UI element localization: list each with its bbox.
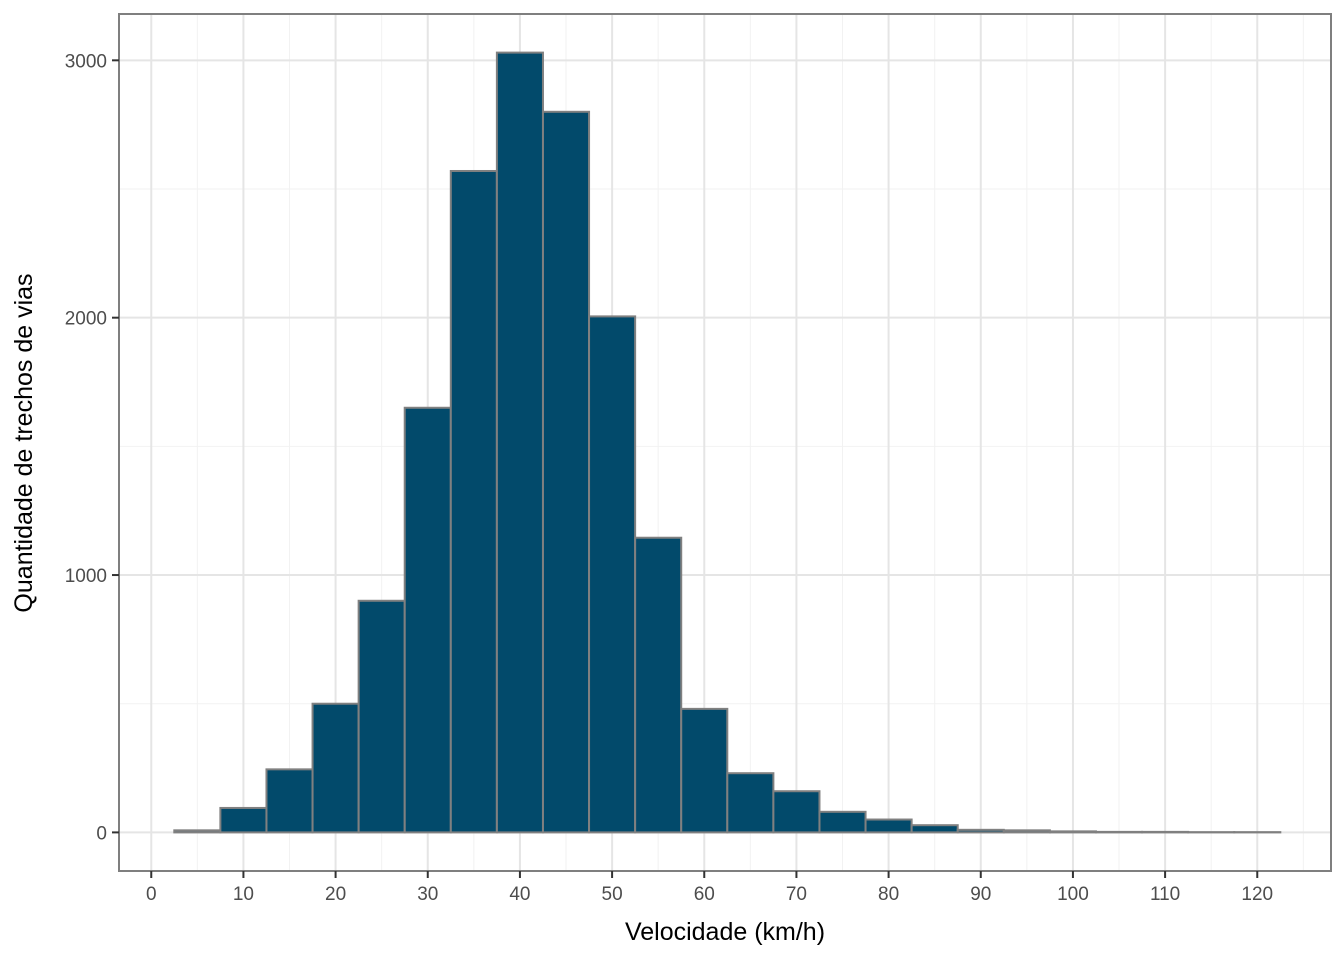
histogram-bar [866,820,912,833]
histogram-bar [1004,830,1050,832]
histogram-bar [220,808,266,832]
x-tick-label: 60 [694,884,715,905]
x-tick-label: 70 [786,884,807,905]
histogram-bar [1142,832,1188,833]
histogram-bar [313,704,359,833]
x-tick-label: 10 [233,884,254,905]
x-axis-ticks: 0 10 20 30 40 50 60 70 80 90 100 110 120 [146,871,1273,905]
y-axis-ticks: 0 1000 2000 3000 [65,51,119,844]
y-tick-label: 0 [96,823,107,844]
x-tick-label: 30 [417,884,438,905]
histogram-bar [589,316,635,832]
histogram-bar [912,825,958,832]
histogram-bar [359,601,405,833]
histogram-bar [1050,831,1096,832]
y-tick-label: 3000 [65,51,107,72]
x-tick-label: 110 [1150,884,1180,905]
x-tick-label: 0 [146,884,157,905]
histogram-bar [405,408,451,833]
histogram-bar [681,709,727,833]
histogram-bar [174,830,220,832]
y-tick-label: 1000 [65,566,107,587]
histogram-bar [819,812,865,833]
histogram-bar [543,112,589,833]
x-tick-label: 50 [602,884,623,905]
histogram-bar [958,830,1004,833]
histogram-bar [497,53,543,833]
x-tick-label: 90 [970,884,991,905]
histogram-bar [727,773,773,832]
x-tick-label: 80 [878,884,899,905]
histogram-bar [773,791,819,832]
histogram-bar [1096,832,1142,833]
y-axis-title: Quantidade de trechos de vias [10,273,38,612]
x-axis-title: Velocidade (km/h) [625,918,825,946]
histogram-bars [174,53,1280,833]
x-tick-label: 120 [1241,884,1273,905]
histogram-bar [451,171,497,832]
x-tick-label: 100 [1057,884,1089,905]
y-tick-label: 2000 [65,309,107,330]
histogram-bar [266,769,312,832]
x-tick-label: 40 [509,884,530,905]
x-tick-label: 20 [325,884,346,905]
histogram-bar [635,538,681,833]
